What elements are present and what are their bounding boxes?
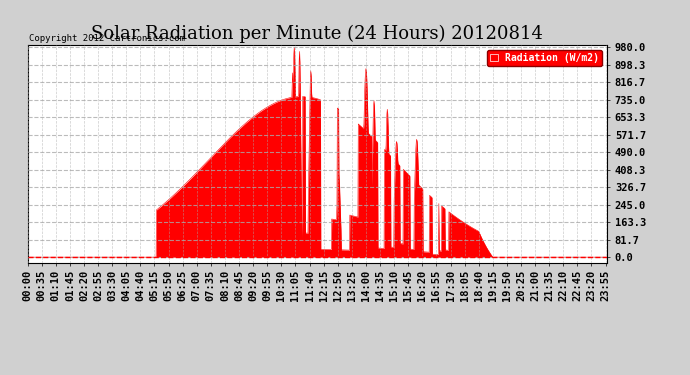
Text: Copyright 2012 Cartronics.com: Copyright 2012 Cartronics.com (29, 34, 185, 43)
Title: Solar Radiation per Minute (24 Hours) 20120814: Solar Radiation per Minute (24 Hours) 20… (92, 25, 543, 44)
Legend: Radiation (W/m2): Radiation (W/m2) (487, 50, 602, 66)
